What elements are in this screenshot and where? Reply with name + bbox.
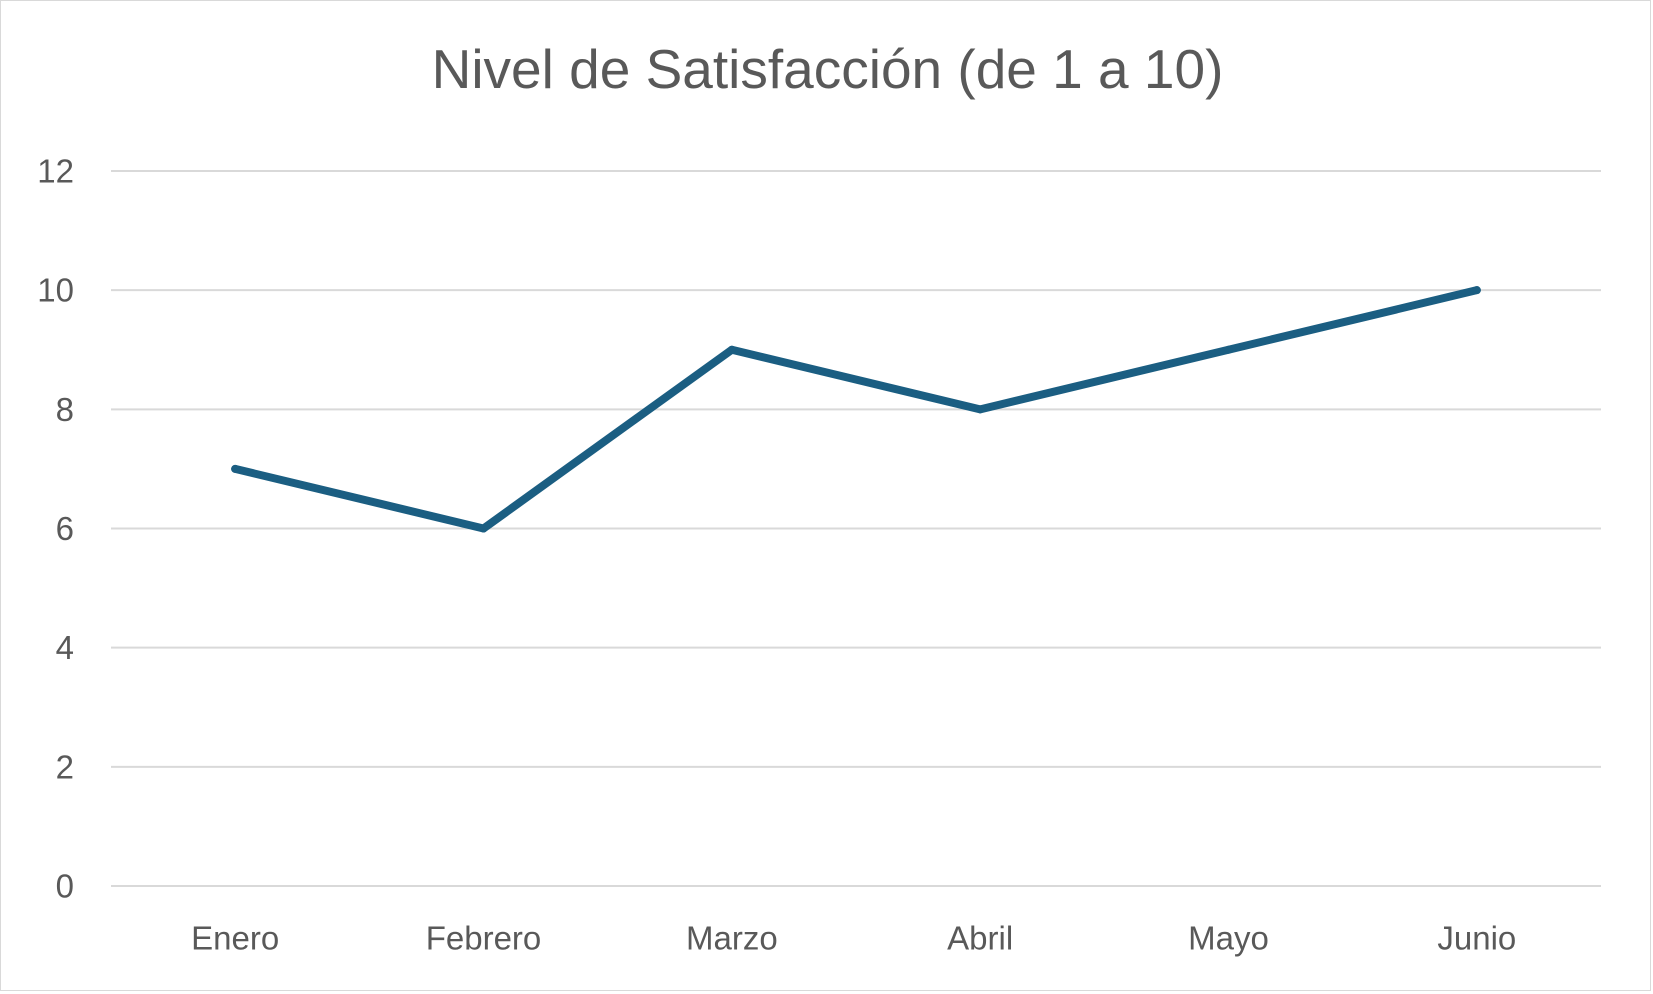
x-tick-label: Febrero [426, 920, 542, 957]
y-tick-label: 8 [56, 391, 74, 428]
data-point [1224, 345, 1233, 354]
x-axis-ticks: Enero Febrero Marzo Abril Mayo Junio [191, 920, 1516, 957]
y-tick-label: 6 [56, 510, 74, 547]
y-tick-label: 0 [56, 868, 74, 905]
gridlines [111, 170, 1601, 887]
y-tick-label: 4 [56, 629, 74, 666]
x-tick-label: Junio [1437, 920, 1516, 957]
data-point [976, 405, 985, 414]
x-tick-label: Abril [947, 920, 1013, 957]
x-tick-label: Enero [191, 920, 279, 957]
y-axis-ticks: 0 2 4 6 8 10 12 [37, 153, 74, 905]
x-tick-label: Marzo [686, 920, 778, 957]
y-tick-label: 2 [56, 748, 74, 785]
data-point [1472, 286, 1481, 295]
x-tick-label: Mayo [1188, 920, 1269, 957]
data-point [727, 345, 736, 354]
y-tick-label: 12 [37, 153, 74, 190]
series-line [231, 286, 1481, 533]
data-point [479, 524, 488, 533]
data-point [231, 464, 240, 473]
series-layer [231, 286, 1481, 533]
y-tick-label: 10 [37, 272, 74, 309]
chart-title: Nivel de Satisfacción (de 1 a 10) [431, 38, 1224, 100]
